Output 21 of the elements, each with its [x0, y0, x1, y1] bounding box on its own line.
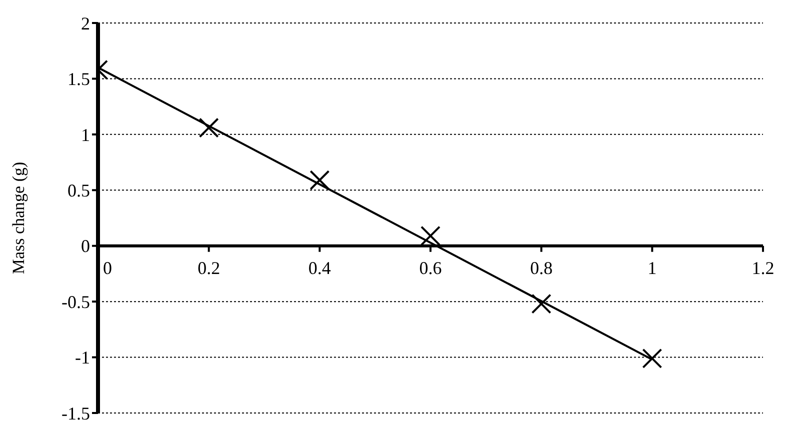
y-tick-label: -1.5	[62, 403, 90, 424]
y-axis-title: Mass change (g)	[9, 162, 28, 274]
x-tick-label: 1	[648, 258, 657, 278]
y-tick-label: 0.5	[68, 180, 90, 201]
point	[198, 118, 219, 138]
x-tick-label: 0.4	[308, 258, 331, 278]
y-tick-label: -0.5	[62, 292, 90, 312]
y-tick-label: 0	[81, 236, 90, 256]
x-tick-label: 0	[103, 258, 112, 278]
x-tick-label: 0.2	[198, 258, 220, 278]
y-tick-label: 1	[81, 124, 90, 145]
point	[531, 294, 552, 314]
y-tick-label: -1	[75, 348, 90, 368]
point	[310, 170, 330, 190]
point	[420, 226, 440, 246]
y-tick-label: 2	[81, 13, 90, 34]
point	[642, 348, 662, 368]
x-tick-label: 0.8	[530, 258, 553, 278]
x-tick-label: 0.6	[419, 258, 442, 278]
x-tick-label: 1.2	[752, 258, 774, 278]
y-tick-label: 1.5	[68, 69, 90, 90]
